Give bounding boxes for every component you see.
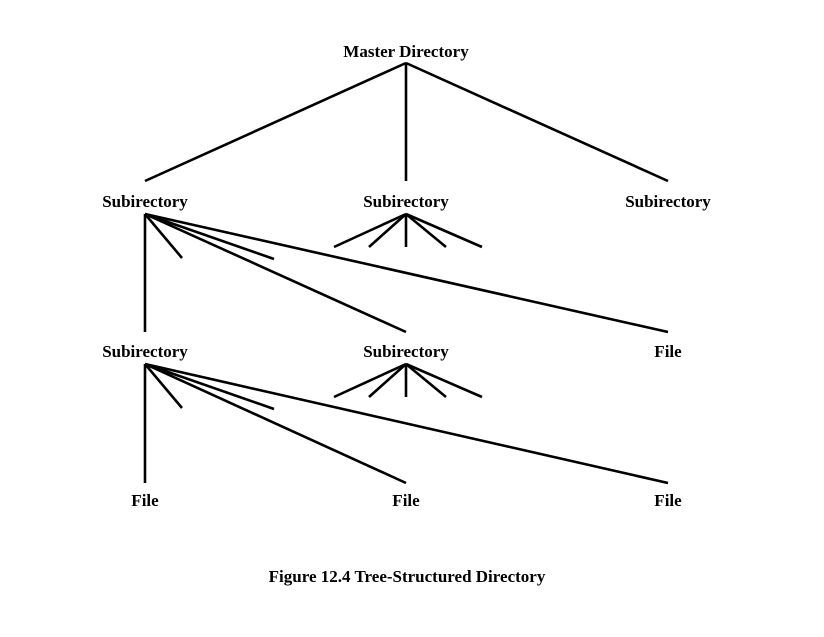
edge-fan-stub [405,362,483,399]
edge-left-subdirectory-to-file [144,212,669,334]
edge-fan-stub [144,363,183,409]
subdirectory-label: Subirectory [102,342,188,361]
edge-root-to-right-subdirectory [405,61,669,183]
master-directory-label: Master Directory [343,42,469,61]
edge-fan-stub [368,363,407,398]
edge-left-subdirectory-to-middle-subdirectory [144,212,407,334]
subdirectory-label: Subirectory [363,342,449,361]
edge-fan-stub [405,212,483,249]
file-label: File [392,491,420,510]
edge-fan-stub [405,362,447,399]
edge-subdirectory-to-file-right [144,362,669,485]
edge-fan-stub [405,212,447,249]
edge-fan-stub [368,213,407,248]
subdirectory-label: Subirectory [363,192,449,211]
edge-fan-stub [144,212,275,261]
edge-root-to-left-subdirectory [144,61,407,183]
edge-fan-stub [333,212,407,249]
figure-caption: Figure 12.4 Tree-Structured Directory [268,567,546,586]
edge-subdirectory-to-file-middle [144,362,407,485]
file-label: File [654,491,682,510]
edge-fan-stub [144,213,183,259]
file-label: File [131,491,159,510]
subdirectory-label: Subirectory [102,192,188,211]
file-label: File [654,342,682,361]
edge-fan-stub [333,362,407,399]
edge-fan-stub [144,362,275,411]
subdirectory-label: Subirectory [625,192,711,211]
